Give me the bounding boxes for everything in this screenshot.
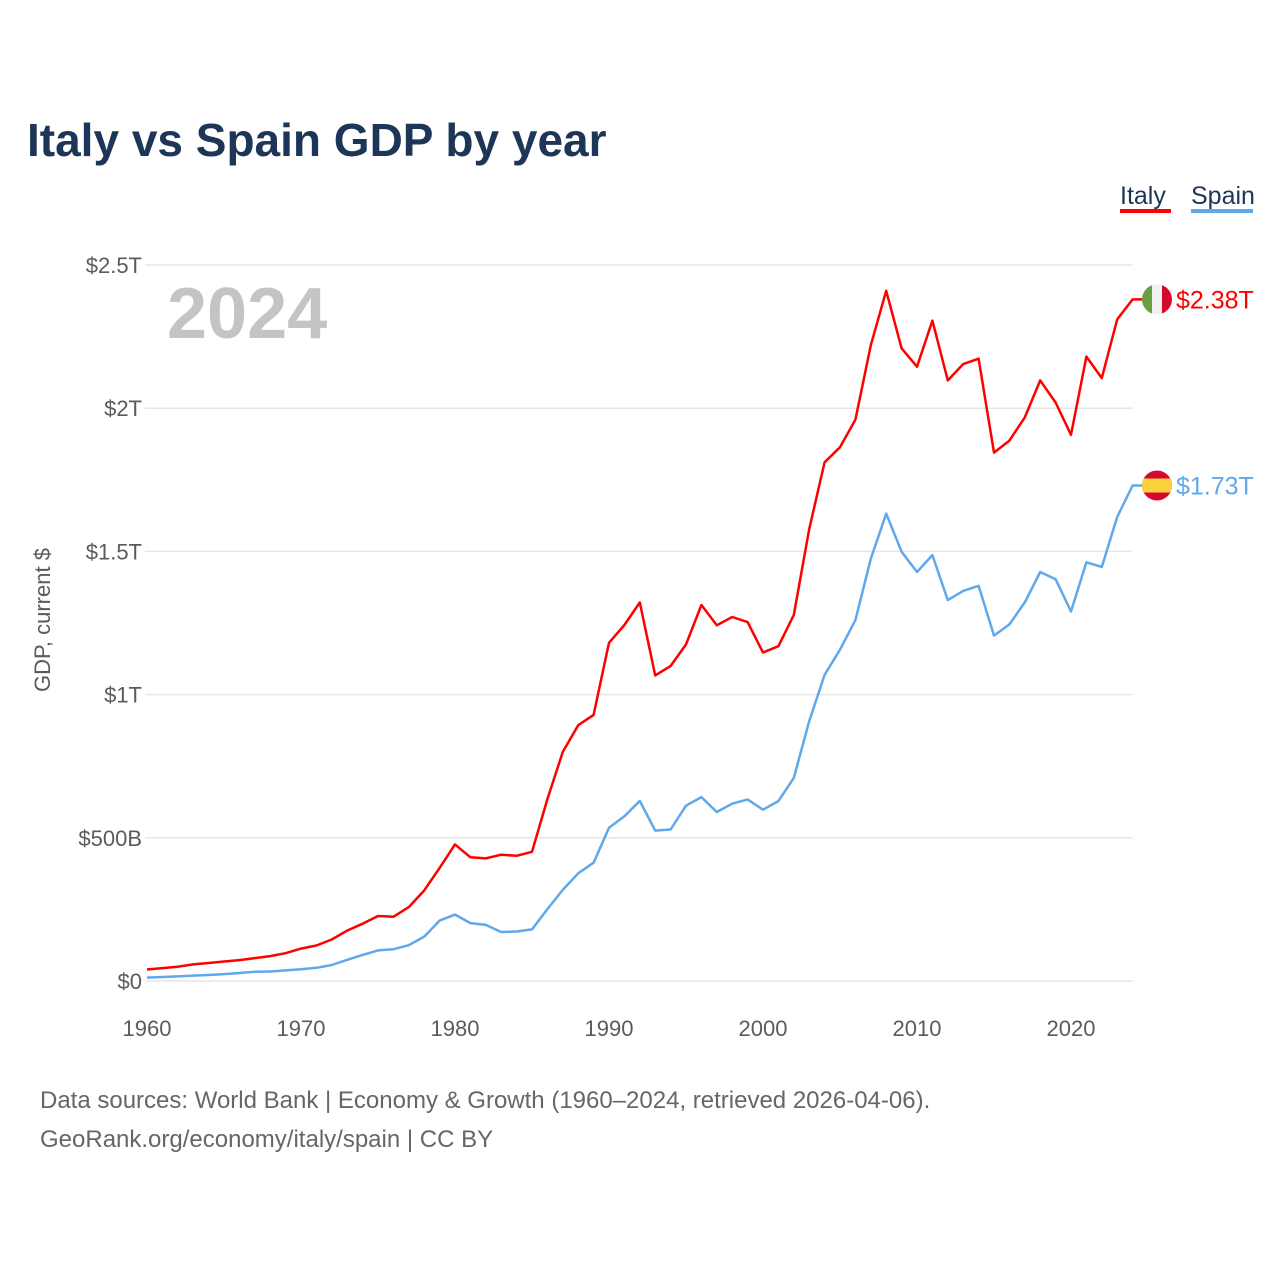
y-tick-label: $2T [104,396,142,421]
y-axis-label: GDP, current $ [30,548,55,692]
y-tick-label: $1T [104,683,142,708]
chart-title: Italy vs Spain GDP by year [27,114,607,166]
year-watermark: 2024 [167,274,327,354]
x-tick-label: 2010 [893,1016,942,1041]
x-tick-label: 1990 [585,1016,634,1041]
footer-sources: Data sources: World Bank | Economy & Gro… [40,1087,930,1114]
y-tick-label: $2.5T [86,253,142,278]
y-tick-label: $1.5T [86,539,142,564]
footer-link[interactable]: GeoRank.org/economy/italy/spain | CC BY [40,1126,493,1153]
x-tick-label: 2000 [739,1016,788,1041]
legend-swatch [1191,209,1253,213]
y-tick-label: $500B [78,826,142,851]
spain-end-label: $1.73T [1176,473,1254,501]
spain-line [146,484,1143,979]
italy-end-label: $2.38T [1176,286,1254,314]
x-tick-label: 2020 [1047,1016,1096,1041]
legend-swatch [1120,209,1171,213]
spain-flag-icon [1142,470,1172,501]
legend-label: Italy [1120,182,1166,210]
legend-label: Spain [1191,182,1255,210]
y-tick-label: $0 [118,969,142,994]
italy-line [146,289,1143,971]
x-tick-label: 1970 [277,1016,326,1041]
legend-item-spain[interactable]: Spain [1191,182,1255,213]
x-tick-label: 1960 [123,1016,172,1041]
x-tick-label: 1980 [431,1016,480,1041]
legend-item-italy[interactable]: Italy [1120,182,1171,213]
italy-flag-icon [1142,284,1172,315]
